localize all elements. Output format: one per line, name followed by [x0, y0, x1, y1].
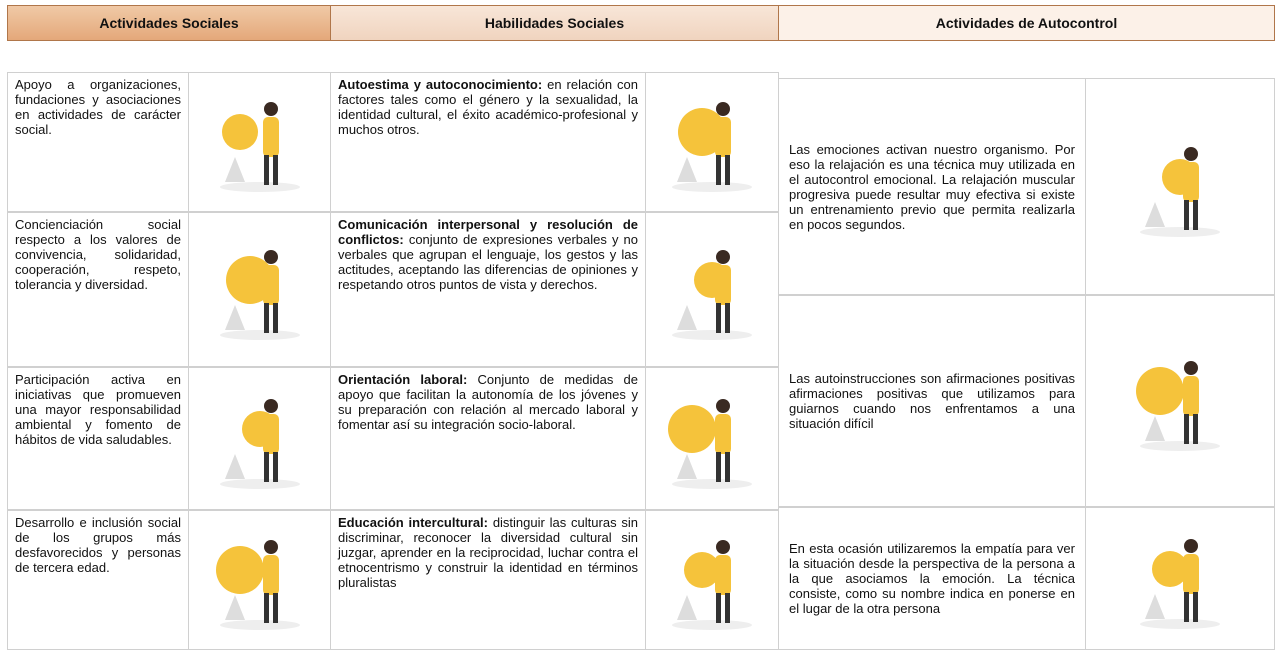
text: Apoyo a organizaciones, fundaciones y as…	[15, 77, 181, 137]
skill-title: Comunicación interpersonal y resolución …	[338, 217, 638, 247]
skill-title: Educación intercultural:	[338, 515, 488, 530]
illustration	[672, 540, 752, 630]
image-cell	[645, 72, 779, 212]
control-cell: Las emociones activan nuestro organismo.…	[778, 78, 1086, 295]
text: distinguir las culturas sin discriminar,…	[338, 515, 638, 590]
control-text: Las autoinstrucciones son afirmaciones p…	[789, 371, 1075, 431]
image-cell	[1085, 78, 1275, 295]
header-cell: Actividades de Autocontrol	[778, 5, 1275, 41]
control-text: En esta ocasión utilizaremos la empatía …	[789, 541, 1075, 616]
control-cell: Las autoinstrucciones son afirmaciones p…	[778, 295, 1086, 507]
skill-cell: Orientación laboral: Conjunto de medidas…	[330, 367, 646, 510]
text: en relación con factores tales como el g…	[338, 77, 638, 137]
text: Conjunto de medidas de apoyo que facilit…	[338, 372, 638, 432]
image-cell	[188, 510, 331, 650]
illustration	[215, 540, 300, 630]
image-cell	[1085, 507, 1275, 650]
text: Concienciación social respecto a los val…	[15, 217, 181, 292]
header-cell: Habilidades Sociales	[330, 5, 779, 41]
activity-cell: Participación activa en iniciativas que …	[7, 367, 189, 510]
illustration	[1140, 538, 1220, 629]
image-cell	[645, 367, 779, 510]
control-cell: En esta ocasión utilizaremos la empatía …	[778, 507, 1086, 650]
illustration	[1140, 146, 1220, 237]
illustration	[219, 398, 300, 489]
activity-cell: Apoyo a organizaciones, fundaciones y as…	[7, 72, 189, 212]
activity-cell: Desarrollo e inclusión social de los gru…	[7, 510, 189, 650]
illustration	[219, 249, 300, 340]
header-cell: Actividades Sociales	[7, 5, 331, 41]
image-cell	[188, 72, 331, 212]
illustration	[1136, 361, 1220, 451]
text: Desarrollo e inclusión social de los gru…	[15, 515, 181, 575]
illustration	[672, 102, 752, 192]
image-cell	[1085, 295, 1275, 507]
header-text: Actividades Sociales	[99, 15, 239, 31]
skill-cell: Autoestima y autoconocimiento: en relaci…	[330, 72, 646, 212]
illustration	[668, 398, 752, 489]
skill-cell: Comunicación interpersonal y resolución …	[330, 212, 646, 367]
skill-title: Autoestima y autoconocimiento:	[338, 77, 543, 92]
image-cell	[188, 212, 331, 367]
activity-cell: Concienciación social respecto a los val…	[7, 212, 189, 367]
text: Participación activa en iniciativas que …	[15, 372, 181, 447]
skill-cell: Educación intercultural: distinguir las …	[330, 510, 646, 650]
illustration	[672, 249, 752, 340]
control-text: Las emociones activan nuestro organismo.…	[789, 141, 1075, 232]
image-cell	[645, 510, 779, 650]
image-cell	[188, 367, 331, 510]
header-text: Actividades de Autocontrol	[935, 15, 1118, 31]
header-text: Habilidades Sociales	[484, 15, 625, 31]
skill-title: Orientación laboral:	[338, 372, 468, 387]
image-cell	[645, 212, 779, 367]
illustration	[219, 102, 300, 192]
text: conjunto de expresiones verbales y no ve…	[338, 232, 638, 292]
